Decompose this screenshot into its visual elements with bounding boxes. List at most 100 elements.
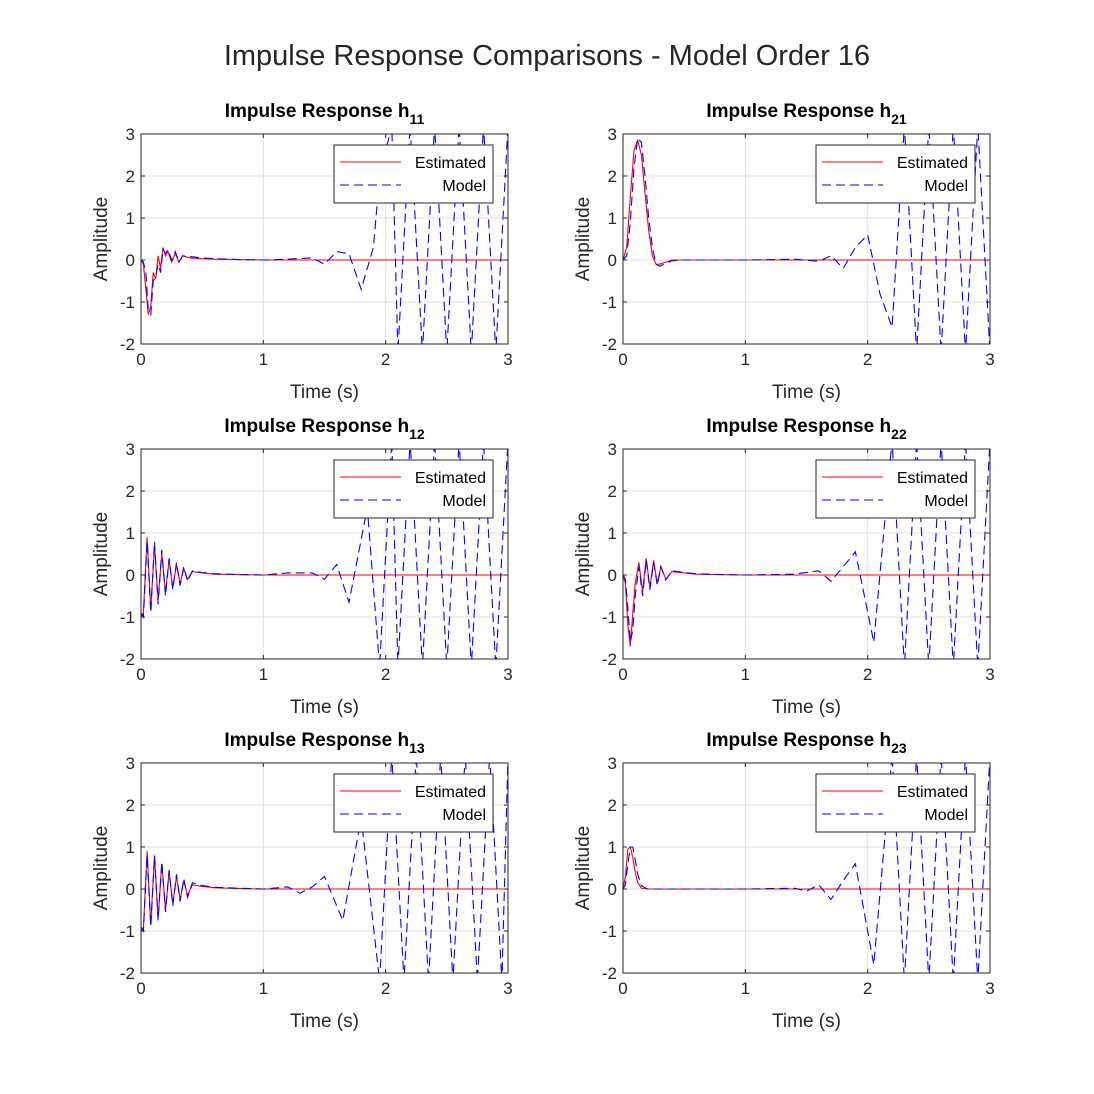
x-tick-label: 2	[863, 350, 872, 369]
legend: Estimated Model	[815, 144, 976, 204]
series-line-model	[623, 449, 990, 659]
subplot-title-main: Impulse Response h	[706, 101, 891, 122]
legend-label-estimated: Estimated	[415, 784, 486, 801]
axes-frame	[622, 762, 991, 974]
x-axis-label: Time (s)	[290, 382, 359, 403]
subplot-title: Impulse Response h22	[706, 416, 907, 442]
x-tick-label: 1	[741, 979, 750, 998]
y-tick-label: 1	[126, 524, 135, 543]
subplot-title: Impulse Response h21	[706, 101, 907, 127]
y-axis-label: Amplitude	[573, 512, 594, 597]
legend-label-estimated: Estimated	[897, 784, 968, 801]
x-tick-label: 3	[985, 665, 994, 684]
x-tick-label: 1	[741, 665, 750, 684]
y-axis-label: Amplitude	[91, 197, 112, 282]
y-tick-label: 2	[608, 796, 617, 815]
y-tick-label: -1	[602, 608, 617, 627]
subplot-title-subscript: 11	[409, 111, 424, 127]
axes-frame	[622, 448, 991, 660]
y-tick-label: 3	[126, 440, 135, 459]
axes-frame	[140, 762, 509, 974]
y-tick-label: 0	[126, 880, 135, 899]
x-tick-label: 1	[741, 350, 750, 369]
y-tick-label: 3	[608, 440, 617, 459]
subplot-title: Impulse Response h23	[706, 730, 907, 756]
y-tick-label: 3	[608, 754, 617, 773]
y-tick-label: 1	[126, 838, 135, 857]
legend-label-estimated: Estimated	[415, 470, 486, 487]
series-line-model	[141, 134, 508, 344]
series-line-model	[141, 449, 508, 659]
legend-box	[333, 459, 494, 519]
subplot-title-main: Impulse Response h	[706, 416, 891, 437]
legend: Estimated Model	[333, 773, 494, 833]
axes-frame	[140, 133, 509, 345]
legend: Estimated Model	[333, 144, 494, 204]
legend-box	[815, 144, 976, 204]
y-tick-label: 1	[608, 209, 617, 228]
legend-label-estimated: Estimated	[897, 155, 968, 172]
y-tick-label: 1	[126, 209, 135, 228]
y-tick-label: 2	[608, 167, 617, 186]
subplot-title-subscript: 22	[891, 426, 907, 442]
y-tick-label: 0	[608, 880, 617, 899]
x-axis-label: Time (s)	[290, 697, 359, 718]
x-tick-label: 2	[381, 350, 390, 369]
series-line-model	[141, 763, 508, 973]
y-tick-label: 2	[608, 482, 617, 501]
y-tick-label: 1	[608, 838, 617, 857]
subplot-title-main: Impulse Response h	[224, 730, 409, 751]
y-tick-label: 0	[608, 251, 617, 270]
y-tick-label: -1	[120, 293, 135, 312]
y-tick-label: 0	[608, 566, 617, 585]
x-tick-label: 2	[381, 665, 390, 684]
x-tick-label: 0	[136, 979, 145, 998]
x-tick-label: 1	[259, 665, 268, 684]
x-tick-label: 3	[503, 979, 512, 998]
legend: Estimated Model	[815, 773, 976, 833]
series-line-model	[623, 134, 990, 344]
y-tick-label: 3	[608, 125, 617, 144]
y-tick-label: -2	[120, 964, 135, 983]
y-tick-label: 2	[126, 482, 135, 501]
subplot-11: 0 1 2 3 -2 -1 0 1 2 3 Time (s) Amplitude Impulse Res…	[91, 101, 513, 403]
y-tick-label: -1	[120, 922, 135, 941]
legend-label-model: Model	[924, 493, 968, 510]
x-tick-label: 0	[618, 665, 627, 684]
y-axis-label: Amplitude	[91, 826, 112, 911]
y-axis-label: Amplitude	[573, 826, 594, 911]
y-tick-label: -2	[602, 964, 617, 983]
legend-label-model: Model	[924, 807, 968, 824]
legend-label-estimated: Estimated	[415, 155, 486, 172]
x-tick-label: 2	[863, 979, 872, 998]
x-tick-label: 2	[381, 979, 390, 998]
y-tick-label: -2	[602, 335, 617, 354]
y-axis-label: Amplitude	[91, 512, 112, 597]
x-axis-label: Time (s)	[772, 697, 841, 718]
legend-label-estimated: Estimated	[897, 470, 968, 487]
subplot-title: Impulse Response h11	[225, 101, 425, 127]
series-line-model	[623, 763, 990, 973]
legend-box	[815, 773, 976, 833]
x-tick-label: 3	[503, 665, 512, 684]
y-tick-label: -1	[120, 608, 135, 627]
subplot-title-main: Impulse Response h	[224, 416, 409, 437]
x-tick-label: 1	[259, 350, 268, 369]
x-tick-label: 1	[259, 979, 268, 998]
y-tick-label: 0	[126, 566, 135, 585]
y-tick-label: -2	[120, 650, 135, 669]
legend-label-model: Model	[442, 493, 486, 510]
legend-box	[333, 144, 494, 204]
subplot-22: 0 1 2 3 -2 -1 0 1 2 3 Time (s) Amplitude Impulse Res…	[573, 416, 995, 718]
y-axis-label: Amplitude	[573, 197, 594, 282]
y-tick-label: 3	[126, 125, 135, 144]
x-axis-label: Time (s)	[290, 1011, 359, 1032]
subplot-title: Impulse Response h12	[224, 416, 425, 442]
x-tick-label: 0	[618, 979, 627, 998]
y-tick-label: 1	[608, 524, 617, 543]
subplot-title-subscript: 23	[891, 740, 907, 756]
subplot-title-subscript: 12	[409, 426, 425, 442]
